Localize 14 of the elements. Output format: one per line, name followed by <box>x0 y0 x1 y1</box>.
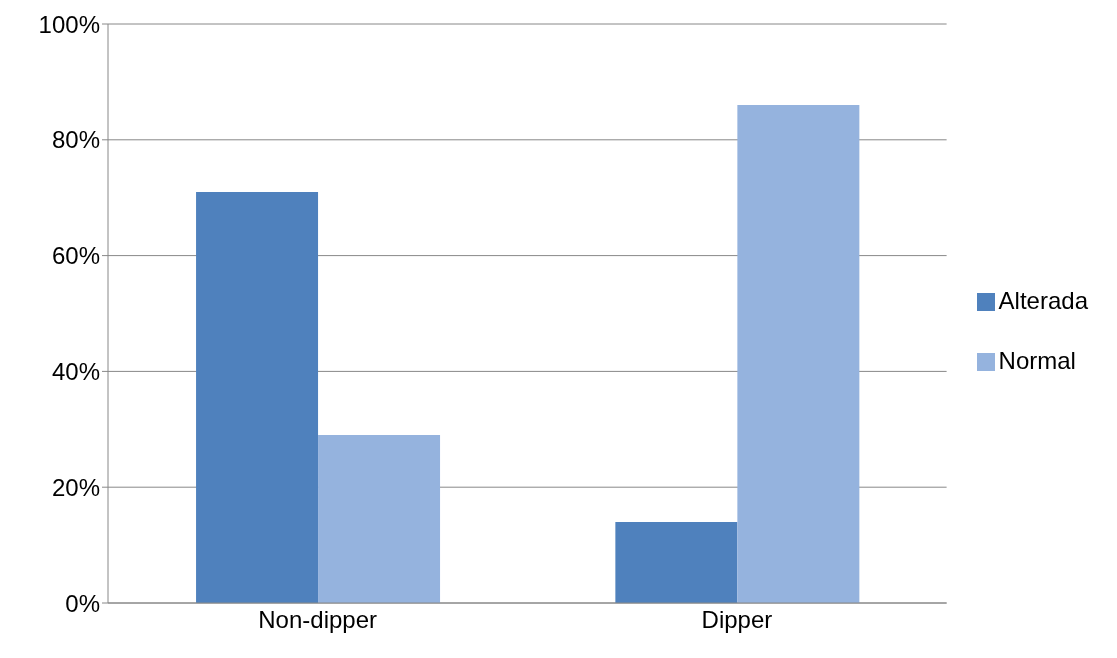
legend-label: Alterada <box>998 286 1088 314</box>
y-tick-label: 40% <box>51 357 100 385</box>
y-tick-label: 80% <box>51 126 100 154</box>
y-tick-label: 20% <box>51 473 100 501</box>
y-tick-label: 100% <box>38 10 100 38</box>
bar <box>737 105 860 603</box>
y-tick-label: 60% <box>51 242 100 270</box>
y-tick-label: 0% <box>65 589 100 617</box>
bar <box>196 191 319 603</box>
legend-label: Normal <box>998 346 1076 374</box>
bar <box>615 521 738 603</box>
x-tick-label: Non-dipper <box>258 606 378 634</box>
bar <box>318 435 441 603</box>
x-tick-label: Dipper <box>701 606 773 634</box>
